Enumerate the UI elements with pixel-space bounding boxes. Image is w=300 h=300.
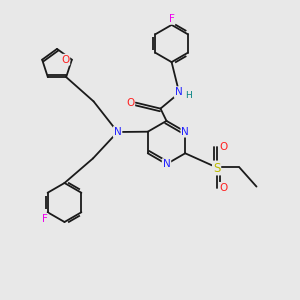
Text: N: N bbox=[175, 87, 182, 97]
Text: H: H bbox=[185, 92, 191, 100]
Text: O: O bbox=[219, 142, 227, 152]
Text: F: F bbox=[42, 214, 48, 224]
Text: N: N bbox=[181, 127, 189, 137]
Text: N: N bbox=[114, 127, 122, 137]
Text: O: O bbox=[126, 98, 134, 108]
Text: S: S bbox=[213, 161, 220, 175]
Text: O: O bbox=[61, 55, 69, 65]
Text: N: N bbox=[163, 159, 170, 169]
Text: F: F bbox=[169, 14, 175, 24]
Text: O: O bbox=[219, 183, 227, 193]
